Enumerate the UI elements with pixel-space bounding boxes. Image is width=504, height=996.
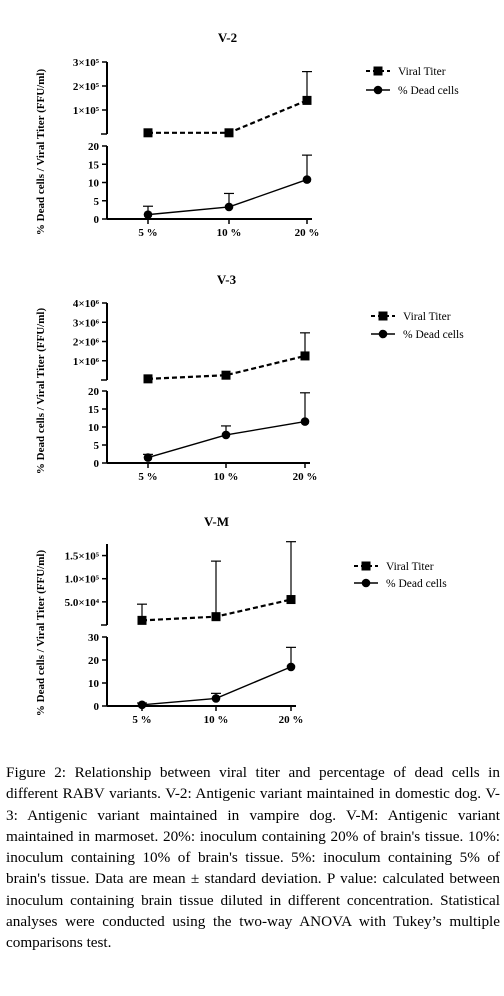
x-tick-label: 5 %	[138, 227, 157, 239]
y-tick-label-upper: 1×10⁵	[73, 105, 100, 117]
y-tick-label-upper: 1.5×10⁵	[65, 551, 100, 563]
y-tick-label-upper: 2×10⁵	[73, 81, 100, 93]
caption-text: Relationship between viral titer and per…	[6, 764, 500, 952]
y-tick-label-lower: 15	[88, 404, 100, 416]
y-tick-label-lower: 15	[88, 159, 100, 171]
y-axis-label: % Dead cells / Viral Titer (FFU/ml)	[35, 550, 47, 717]
caption-label: Figure 2:	[6, 764, 67, 781]
y-tick-label-lower: 0	[94, 214, 100, 226]
data-point-circle	[286, 662, 296, 672]
y-tick-label-lower: 20	[88, 655, 100, 667]
y-axis-label: % Dead cells / Viral Titer (FFU/ml)	[35, 308, 47, 475]
data-point-square	[143, 374, 153, 384]
x-tick-label: 5 %	[132, 714, 151, 726]
legend-marker-square	[378, 311, 388, 321]
legend-marker-square	[361, 561, 371, 571]
figure-caption: Figure 2: Relationship between viral tit…	[6, 762, 500, 954]
y-tick-label-lower: 30	[88, 632, 100, 644]
y-axis-label: % Dead cells / Viral Titer (FFU/ml)	[35, 69, 47, 236]
data-point-circle	[224, 202, 234, 212]
data-point-square	[224, 128, 234, 138]
data-point-circle	[221, 430, 231, 440]
data-point-square	[143, 128, 153, 138]
y-tick-label-upper: 5.0×10⁴	[65, 597, 100, 609]
legend-label-viral-titer: Viral Titer	[403, 311, 451, 323]
legend-marker-circle	[378, 329, 388, 339]
y-tick-label-lower: 0	[94, 701, 100, 713]
chart-v2-svg: V-2 % Dead cells / Viral Titer (FFU/ml) 1×…	[35, 30, 459, 239]
y-tick-label-upper: 1×10⁶	[73, 356, 100, 368]
x-tick-label: 10 %	[204, 714, 229, 726]
data-point-circle	[300, 417, 310, 426]
y-tick-label-lower: 20	[88, 386, 100, 398]
series-line-viral-titer	[148, 99, 308, 134]
x-tick-label: 10 %	[214, 471, 239, 483]
data-point-square	[211, 612, 221, 622]
data-point-square	[137, 615, 147, 625]
x-tick-label: 20 %	[293, 471, 318, 483]
legend-label-dead-cells: % Dead cells	[403, 329, 464, 341]
data-point-square	[300, 351, 310, 361]
chart-panel-v3: V-3 % Dead cells / Viral Titer (FFU/ml) 1×…	[0, 268, 504, 493]
data-point-circle	[137, 700, 147, 710]
y-tick-label-lower: 20	[88, 141, 100, 153]
y-tick-label-lower: 10	[88, 178, 100, 190]
chart-vm-svg: V-M % Dead cells / Viral Titer (FFU/ml) 5.…	[35, 514, 447, 726]
chart-v3-svg: V-3 % Dead cells / Viral Titer (FFU/ml) 1×…	[35, 272, 464, 483]
legend-label-dead-cells: % Dead cells	[386, 578, 447, 590]
legend-marker-circle	[373, 85, 383, 95]
legend-label-dead-cells: % Dead cells	[398, 85, 459, 97]
chart-title: V-M	[204, 514, 229, 529]
y-tick-label-upper: 4×10⁶	[73, 298, 100, 310]
y-tick-label-upper: 3×10⁵	[73, 57, 100, 69]
legend-marker-circle	[361, 578, 371, 588]
data-point-circle	[302, 175, 312, 184]
y-tick-label-lower: 5	[94, 196, 100, 208]
x-tick-label: 20 %	[279, 714, 304, 726]
y-tick-label-lower: 10	[88, 678, 100, 690]
chart-panel-v2: V-2 % Dead cells / Viral Titer (FFU/ml) 1×…	[0, 20, 504, 255]
legend-label-viral-titer: Viral Titer	[386, 561, 434, 573]
data-point-square	[302, 95, 312, 105]
chart-title: V-3	[217, 272, 237, 287]
y-tick-label-upper: 2×10⁶	[73, 337, 100, 349]
y-tick-label-lower: 10	[88, 422, 100, 434]
data-point-circle	[143, 453, 153, 462]
data-point-circle	[143, 210, 153, 219]
y-tick-label-lower: 5	[94, 440, 100, 452]
x-tick-label: 10 %	[217, 227, 242, 239]
y-tick-label-upper: 1.0×10⁵	[65, 574, 100, 586]
y-tick-label-upper: 3×10⁶	[73, 317, 100, 329]
data-point-square	[221, 370, 231, 380]
data-point-square	[286, 595, 296, 605]
legend-marker-square	[373, 66, 383, 76]
data-point-circle	[211, 694, 221, 703]
x-tick-label: 20 %	[295, 227, 320, 239]
chart-panel-vm: V-M % Dead cells / Viral Titer (FFU/ml) 5.…	[0, 510, 504, 735]
legend-label-viral-titer: Viral Titer	[398, 66, 446, 78]
x-tick-label: 5 %	[138, 471, 157, 483]
chart-title: V-2	[218, 30, 237, 45]
series-line-viral-titer	[147, 354, 306, 380]
y-tick-label-lower: 0	[94, 458, 100, 470]
